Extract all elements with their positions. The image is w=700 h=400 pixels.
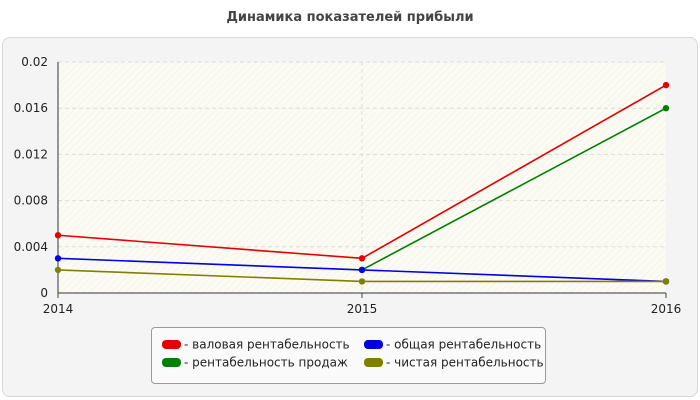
- data-point: [662, 81, 670, 89]
- axes: 0 0.004 0.008 0.012 0.016 0.02 2014 2015 2016: [14, 55, 682, 316]
- legend: - валовая рентабельность - общая рентабе…: [151, 327, 546, 384]
- legend-label: - общая рентабельность: [386, 337, 542, 352]
- series-line: [361, 107, 667, 271]
- legend-label: - рентабельность продаж: [184, 355, 348, 370]
- grid: [58, 61, 666, 293]
- y-tick-label: 0.016: [14, 101, 48, 115]
- data-point: [662, 105, 670, 112]
- series: [54, 81, 670, 285]
- x-tick-label: 2015: [347, 302, 378, 316]
- legend-label: - чистая рентабельность: [386, 355, 544, 370]
- data-point: [54, 255, 62, 262]
- legend-item-sales: - рентабельность продаж: [162, 355, 348, 371]
- data-point: [358, 278, 366, 285]
- data-point: [662, 278, 670, 285]
- legend-label: - валовая рентабельность: [184, 337, 350, 352]
- legend-item-gross: - валовая рентабельность: [162, 337, 350, 353]
- data-point: [54, 232, 62, 239]
- legend-swatch: [162, 340, 181, 349]
- series-0: [54, 81, 670, 262]
- chart-title: Динамика показателей прибыли: [226, 10, 474, 25]
- legend-item-net: - чистая рентабельность: [364, 355, 544, 371]
- y-tick-label: 0.02: [21, 55, 48, 69]
- y-tick-label: 0.012: [14, 147, 48, 161]
- series-3: [54, 266, 670, 285]
- x-tick-label: 2014: [43, 302, 74, 316]
- legend-item-total: - общая рентабельность: [364, 337, 541, 353]
- data-point: [358, 266, 366, 274]
- y-tick-label: 0: [40, 286, 48, 300]
- x-tick-label: 2016: [651, 302, 682, 316]
- data-point: [54, 266, 62, 274]
- legend-swatch: [364, 358, 383, 367]
- legend-swatch: [162, 358, 181, 367]
- legend-swatch: [364, 340, 383, 349]
- y-tick-label: 0.004: [14, 240, 48, 254]
- y-tick-label: 0.008: [14, 194, 48, 208]
- data-point: [358, 255, 366, 262]
